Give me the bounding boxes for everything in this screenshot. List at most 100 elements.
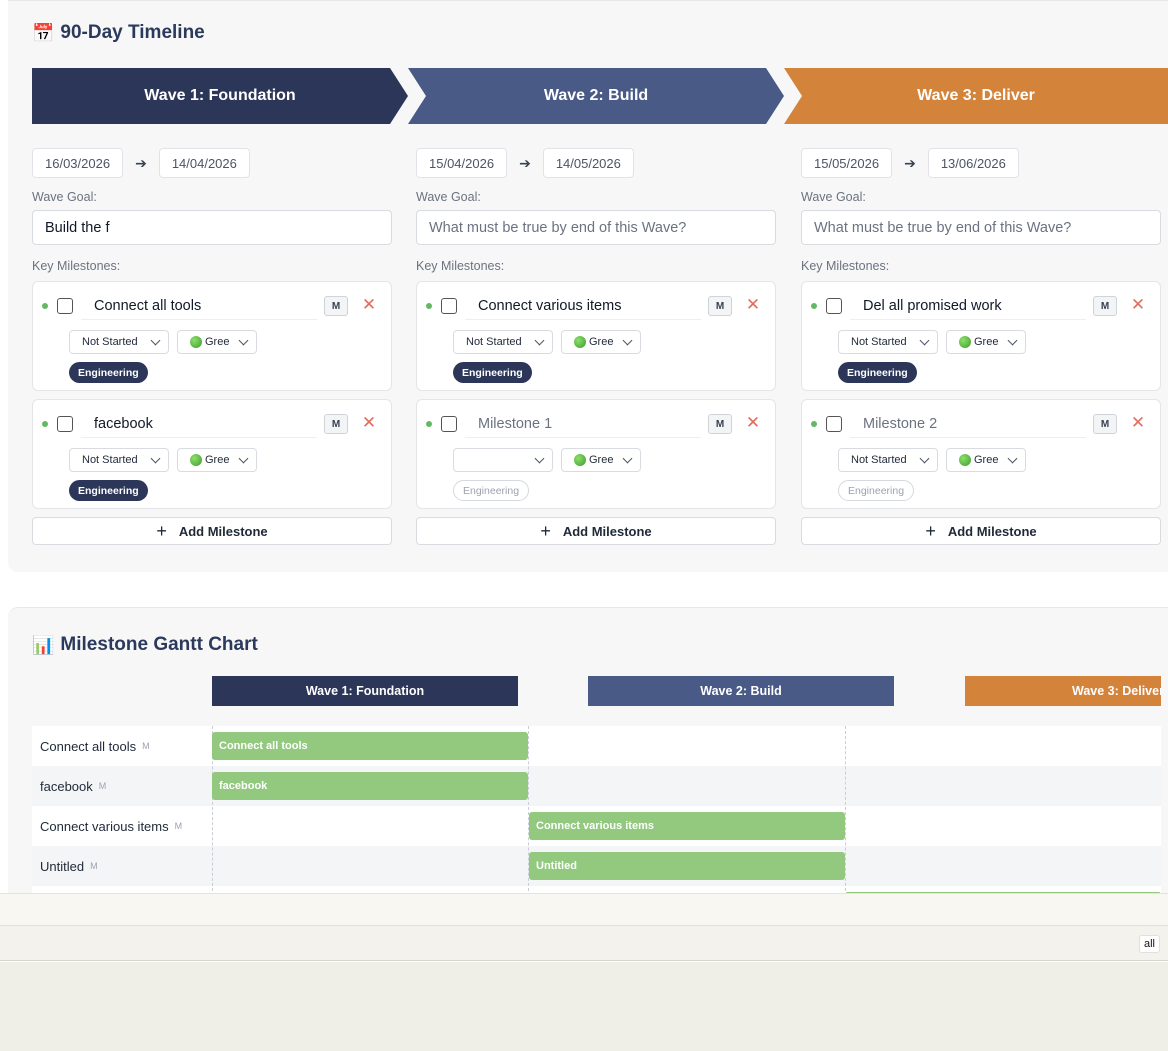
milestone-checkbox[interactable] — [441, 298, 457, 314]
status-select[interactable]: Not Started — [453, 330, 553, 354]
rag-value: Gree — [974, 454, 999, 466]
plus-icon: + — [540, 521, 551, 541]
chevron-down-icon — [534, 335, 545, 346]
size-badge[interactable]: M — [708, 414, 732, 434]
rag-select[interactable]: Gree — [946, 330, 1026, 354]
milestone-card: Connect various items M ✕ Not Started Gr… — [416, 281, 776, 391]
team-tag[interactable]: Engineering — [838, 480, 915, 501]
milestone-name-input[interactable]: Connect all tools — [81, 292, 317, 320]
chevron-down-icon — [238, 335, 249, 346]
size-badge[interactable]: M — [1093, 296, 1117, 316]
gantt-header-wave-1: Wave 1: Foundation — [212, 676, 518, 706]
gantt-header-wave-3: Wave 3: Deliver — [965, 676, 1161, 706]
wave-goal-input[interactable]: What must be true by end of this Wave? — [801, 210, 1161, 245]
status-value: Not Started — [851, 454, 907, 466]
team-tag[interactable]: Engineering — [453, 480, 530, 501]
delete-icon[interactable]: ✕ — [1130, 295, 1146, 314]
rag-select[interactable]: Gree — [946, 448, 1026, 472]
gantt-header-wave-2: Wave 2: Build — [588, 676, 894, 706]
gantt-bar[interactable]: Connect all tools — [212, 732, 528, 760]
milestone-checkbox[interactable] — [57, 298, 73, 314]
milestone-name-input[interactable]: Connect various items — [465, 292, 701, 320]
milestone-name-input[interactable]: Milestone 1 — [465, 410, 701, 438]
delete-icon[interactable]: ✕ — [361, 413, 377, 432]
row-size: M — [142, 741, 150, 751]
row-name: Untitled — [40, 858, 85, 874]
status-dot — [811, 303, 817, 309]
gantt-gridline — [528, 726, 529, 896]
green-circle-icon — [574, 336, 586, 348]
wave-goal-input[interactable]: What must be true by end of this Wave? — [416, 210, 776, 245]
gantt-bar[interactable]: Untitled — [529, 852, 845, 880]
size-badge[interactable]: M — [1093, 414, 1117, 434]
team-tag[interactable]: Engineering — [453, 362, 532, 383]
delete-icon[interactable]: ✕ — [1130, 413, 1146, 432]
wave-3-banner: Wave 3: Deliver — [784, 68, 1168, 124]
chevron-down-icon — [919, 335, 930, 346]
milestone-checkbox[interactable] — [826, 416, 842, 432]
chevron-down-icon — [622, 335, 633, 346]
gantt-row — [32, 886, 1161, 894]
date-range: 15/05/2026 ➔ 13/06/2026 — [801, 148, 1161, 178]
add-milestone-button[interactable]: + Add Milestone — [416, 517, 776, 545]
status-dot — [426, 421, 432, 427]
milestone-name-input[interactable]: Del all promised work — [850, 292, 1086, 320]
milestone-name-input[interactable]: facebook — [81, 410, 317, 438]
add-milestone-button[interactable]: + Add Milestone — [801, 517, 1161, 545]
chevron-down-icon — [1007, 335, 1018, 346]
rag-select[interactable]: Gree — [561, 330, 641, 354]
gantt-bar[interactable]: Connect various items — [529, 812, 845, 840]
size-badge[interactable]: M — [324, 414, 348, 434]
rag-select[interactable]: Gree — [561, 448, 641, 472]
all-button[interactable]: all — [1138, 935, 1160, 953]
delete-icon[interactable]: ✕ — [745, 295, 761, 314]
chevron-down-icon — [622, 453, 633, 464]
end-date-input[interactable]: 14/05/2026 — [542, 148, 634, 178]
team-tag[interactable]: Engineering — [838, 362, 917, 383]
add-milestone-label: Add Milestone — [562, 523, 652, 539]
start-date-input[interactable]: 16/03/2026 — [32, 148, 124, 178]
status-dot — [42, 303, 48, 309]
wave-2-column: 15/04/2026 ➔ 14/05/2026 Wave Goal: What … — [416, 148, 776, 545]
bottom-area — [0, 962, 1168, 1051]
rag-select[interactable]: Gree — [177, 330, 257, 354]
gantt-row-label: Connect various items M — [40, 806, 182, 846]
key-milestones-label: Key Milestones: — [801, 259, 890, 273]
status-select[interactable]: Not Started — [69, 330, 169, 354]
wave-goal-input[interactable]: Build the f — [32, 210, 392, 245]
delete-icon[interactable]: ✕ — [745, 413, 761, 432]
team-tag[interactable]: Engineering — [69, 480, 148, 501]
row-size: M — [90, 861, 98, 871]
rag-value: Gree — [205, 336, 229, 348]
arrow-right-icon: ➔ — [904, 154, 916, 171]
start-date-input[interactable]: 15/05/2026 — [801, 148, 893, 178]
milestone-checkbox[interactable] — [441, 416, 457, 432]
add-milestone-button[interactable]: + Add Milestone — [32, 517, 392, 545]
status-select[interactable]: Not Started — [69, 448, 169, 472]
start-date-input[interactable]: 15/04/2026 — [416, 148, 508, 178]
milestone-checkbox[interactable] — [826, 298, 842, 314]
end-date-input[interactable]: 14/04/2026 — [158, 148, 250, 178]
gantt-bar[interactable]: facebook — [212, 772, 528, 800]
gantt-row-label: Connect all tools M — [40, 726, 150, 766]
status-select[interactable]: Not Started — [838, 448, 938, 472]
gantt-title-text: Milestone Gantt Chart — [60, 634, 258, 655]
end-date-input[interactable]: 13/06/2026 — [927, 148, 1019, 178]
milestone-checkbox[interactable] — [57, 416, 73, 432]
status-select[interactable]: Not Started — [838, 330, 938, 354]
milestone-name-input[interactable]: Milestone 2 — [850, 410, 1086, 438]
size-badge[interactable]: M — [324, 296, 348, 316]
delete-icon[interactable]: ✕ — [361, 295, 377, 314]
status-dot — [811, 421, 817, 427]
team-tag[interactable]: Engineering — [69, 362, 148, 383]
bar-chart-icon: 📊 — [32, 634, 55, 655]
status-select[interactable] — [453, 448, 553, 472]
size-badge[interactable]: M — [708, 296, 732, 316]
wave-2-banner: Wave 2: Build — [408, 68, 784, 124]
calendar-icon: 📅 — [32, 22, 55, 43]
timeline-title: 📅 90-Day Timeline — [32, 22, 205, 44]
rag-select[interactable]: Gree — [177, 448, 257, 472]
green-circle-icon — [190, 454, 202, 466]
plus-icon: + — [156, 521, 167, 541]
plus-icon: + — [925, 521, 936, 541]
